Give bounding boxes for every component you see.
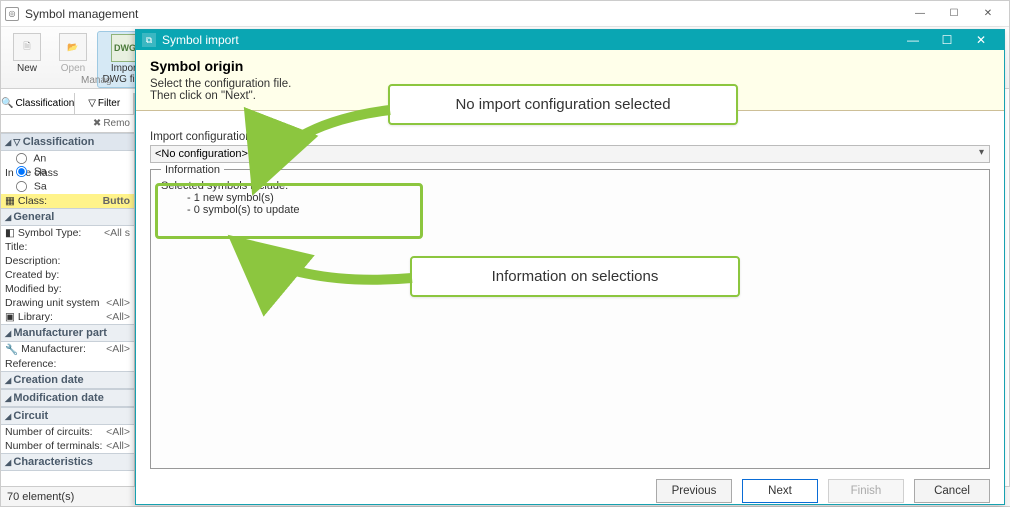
open-icon: 📂 [59, 33, 87, 61]
modal-close[interactable]: ✕ [964, 30, 998, 50]
char-head[interactable]: Characteristics [1, 453, 134, 471]
circuit-head[interactable]: Circuit [1, 407, 134, 425]
open-label: Open [61, 63, 85, 74]
modified-row[interactable]: Modified by: [1, 282, 134, 296]
info-upd: 0 symbol(s) to update [187, 204, 979, 216]
previous-button[interactable]: Previous [656, 479, 732, 503]
radio-sa2[interactable]: Sa [1, 179, 134, 194]
modal-title: Symbol import [162, 33, 896, 47]
nterm-row[interactable]: Number of terminals:<All> [1, 439, 134, 453]
maximize-button[interactable]: ☐ [937, 3, 971, 25]
next-button[interactable]: Next [742, 479, 818, 503]
left-pane: 🔍 Classification ▽ Filter ✖ Remo ▽ Class… [1, 93, 135, 486]
info-new: 1 new symbol(s) [187, 192, 979, 204]
ncirc-row[interactable]: Number of circuits:<All> [1, 425, 134, 439]
new-button[interactable]: 🗎 New [5, 31, 49, 88]
title-row[interactable]: Title: [1, 240, 134, 254]
modal-titlebar: ⧉ Symbol import — ☐ ✕ [136, 30, 1004, 50]
tab-filters[interactable]: ▽ Filter [75, 93, 134, 114]
new-icon: 🗎 [13, 33, 41, 61]
info-fieldset: Information Selected symbols include: 1 … [150, 169, 990, 469]
classification-head[interactable]: ▽ Classification [1, 133, 134, 151]
tab-classification-label: Classification [15, 98, 74, 109]
cfg-select[interactable]: <No configuration> [150, 145, 990, 163]
app-icon: ◎ [5, 7, 19, 21]
ribbon-group-label: Manag [81, 75, 112, 86]
modal-icon: ⧉ [142, 33, 156, 47]
creation-head[interactable]: Creation date [1, 371, 134, 389]
info-line: Selected symbols include: [161, 180, 979, 192]
cfg-label: Import configuration: [150, 131, 990, 143]
remove-row[interactable]: ✖ Remo [1, 115, 134, 133]
symbol-type-row[interactable]: ◧Symbol Type:<All s [1, 226, 134, 240]
cfg-select-wrap: <No configuration> [150, 145, 990, 163]
main-title: Symbol management [25, 7, 903, 21]
symbol-management-window: ◎ Symbol management — ☐ ✕ 🗎 New 📂 Open D… [0, 0, 1010, 507]
main-titlebar: ◎ Symbol management — ☐ ✕ [1, 1, 1009, 27]
desc-row[interactable]: Description: [1, 254, 134, 268]
draw-row[interactable]: Drawing unit system<All> [1, 296, 134, 310]
tab-filters-label: Filter [98, 98, 120, 109]
callout-top: No import configuration selected [388, 84, 738, 125]
callout-bottom: Information on selections [410, 256, 740, 297]
status-text: 70 element(s) [7, 491, 74, 503]
remove-label: Remo [103, 118, 130, 129]
mod-head[interactable]: Modification date [1, 389, 134, 407]
cancel-button[interactable]: Cancel [914, 479, 990, 503]
general-head[interactable]: General [1, 208, 134, 226]
info-legend: Information [161, 164, 224, 176]
finish-button: Finish [828, 479, 904, 503]
close-button[interactable]: ✕ [971, 3, 1005, 25]
created-row[interactable]: Created by: [1, 268, 134, 282]
new-label: New [17, 63, 37, 74]
modal-minimize[interactable]: — [896, 30, 930, 50]
lib-row[interactable]: ▣Library:<All> [1, 310, 134, 324]
modal-maximize[interactable]: ☐ [930, 30, 964, 50]
minimize-button[interactable]: — [903, 3, 937, 25]
hint-heading: Symbol origin [150, 58, 990, 74]
tab-classification[interactable]: 🔍 Classification [1, 93, 75, 114]
mfg-row[interactable]: 🔧Manufacturer:<All> [1, 342, 134, 357]
class-row[interactable]: ▦Class:Butto [1, 194, 134, 208]
mfg-head[interactable]: Manufacturer part [1, 324, 134, 342]
modal-footer: Previous Next Finish Cancel [136, 477, 1004, 504]
tab-row: 🔍 Classification ▽ Filter [1, 93, 134, 115]
ref-row[interactable]: Reference: [1, 357, 134, 371]
